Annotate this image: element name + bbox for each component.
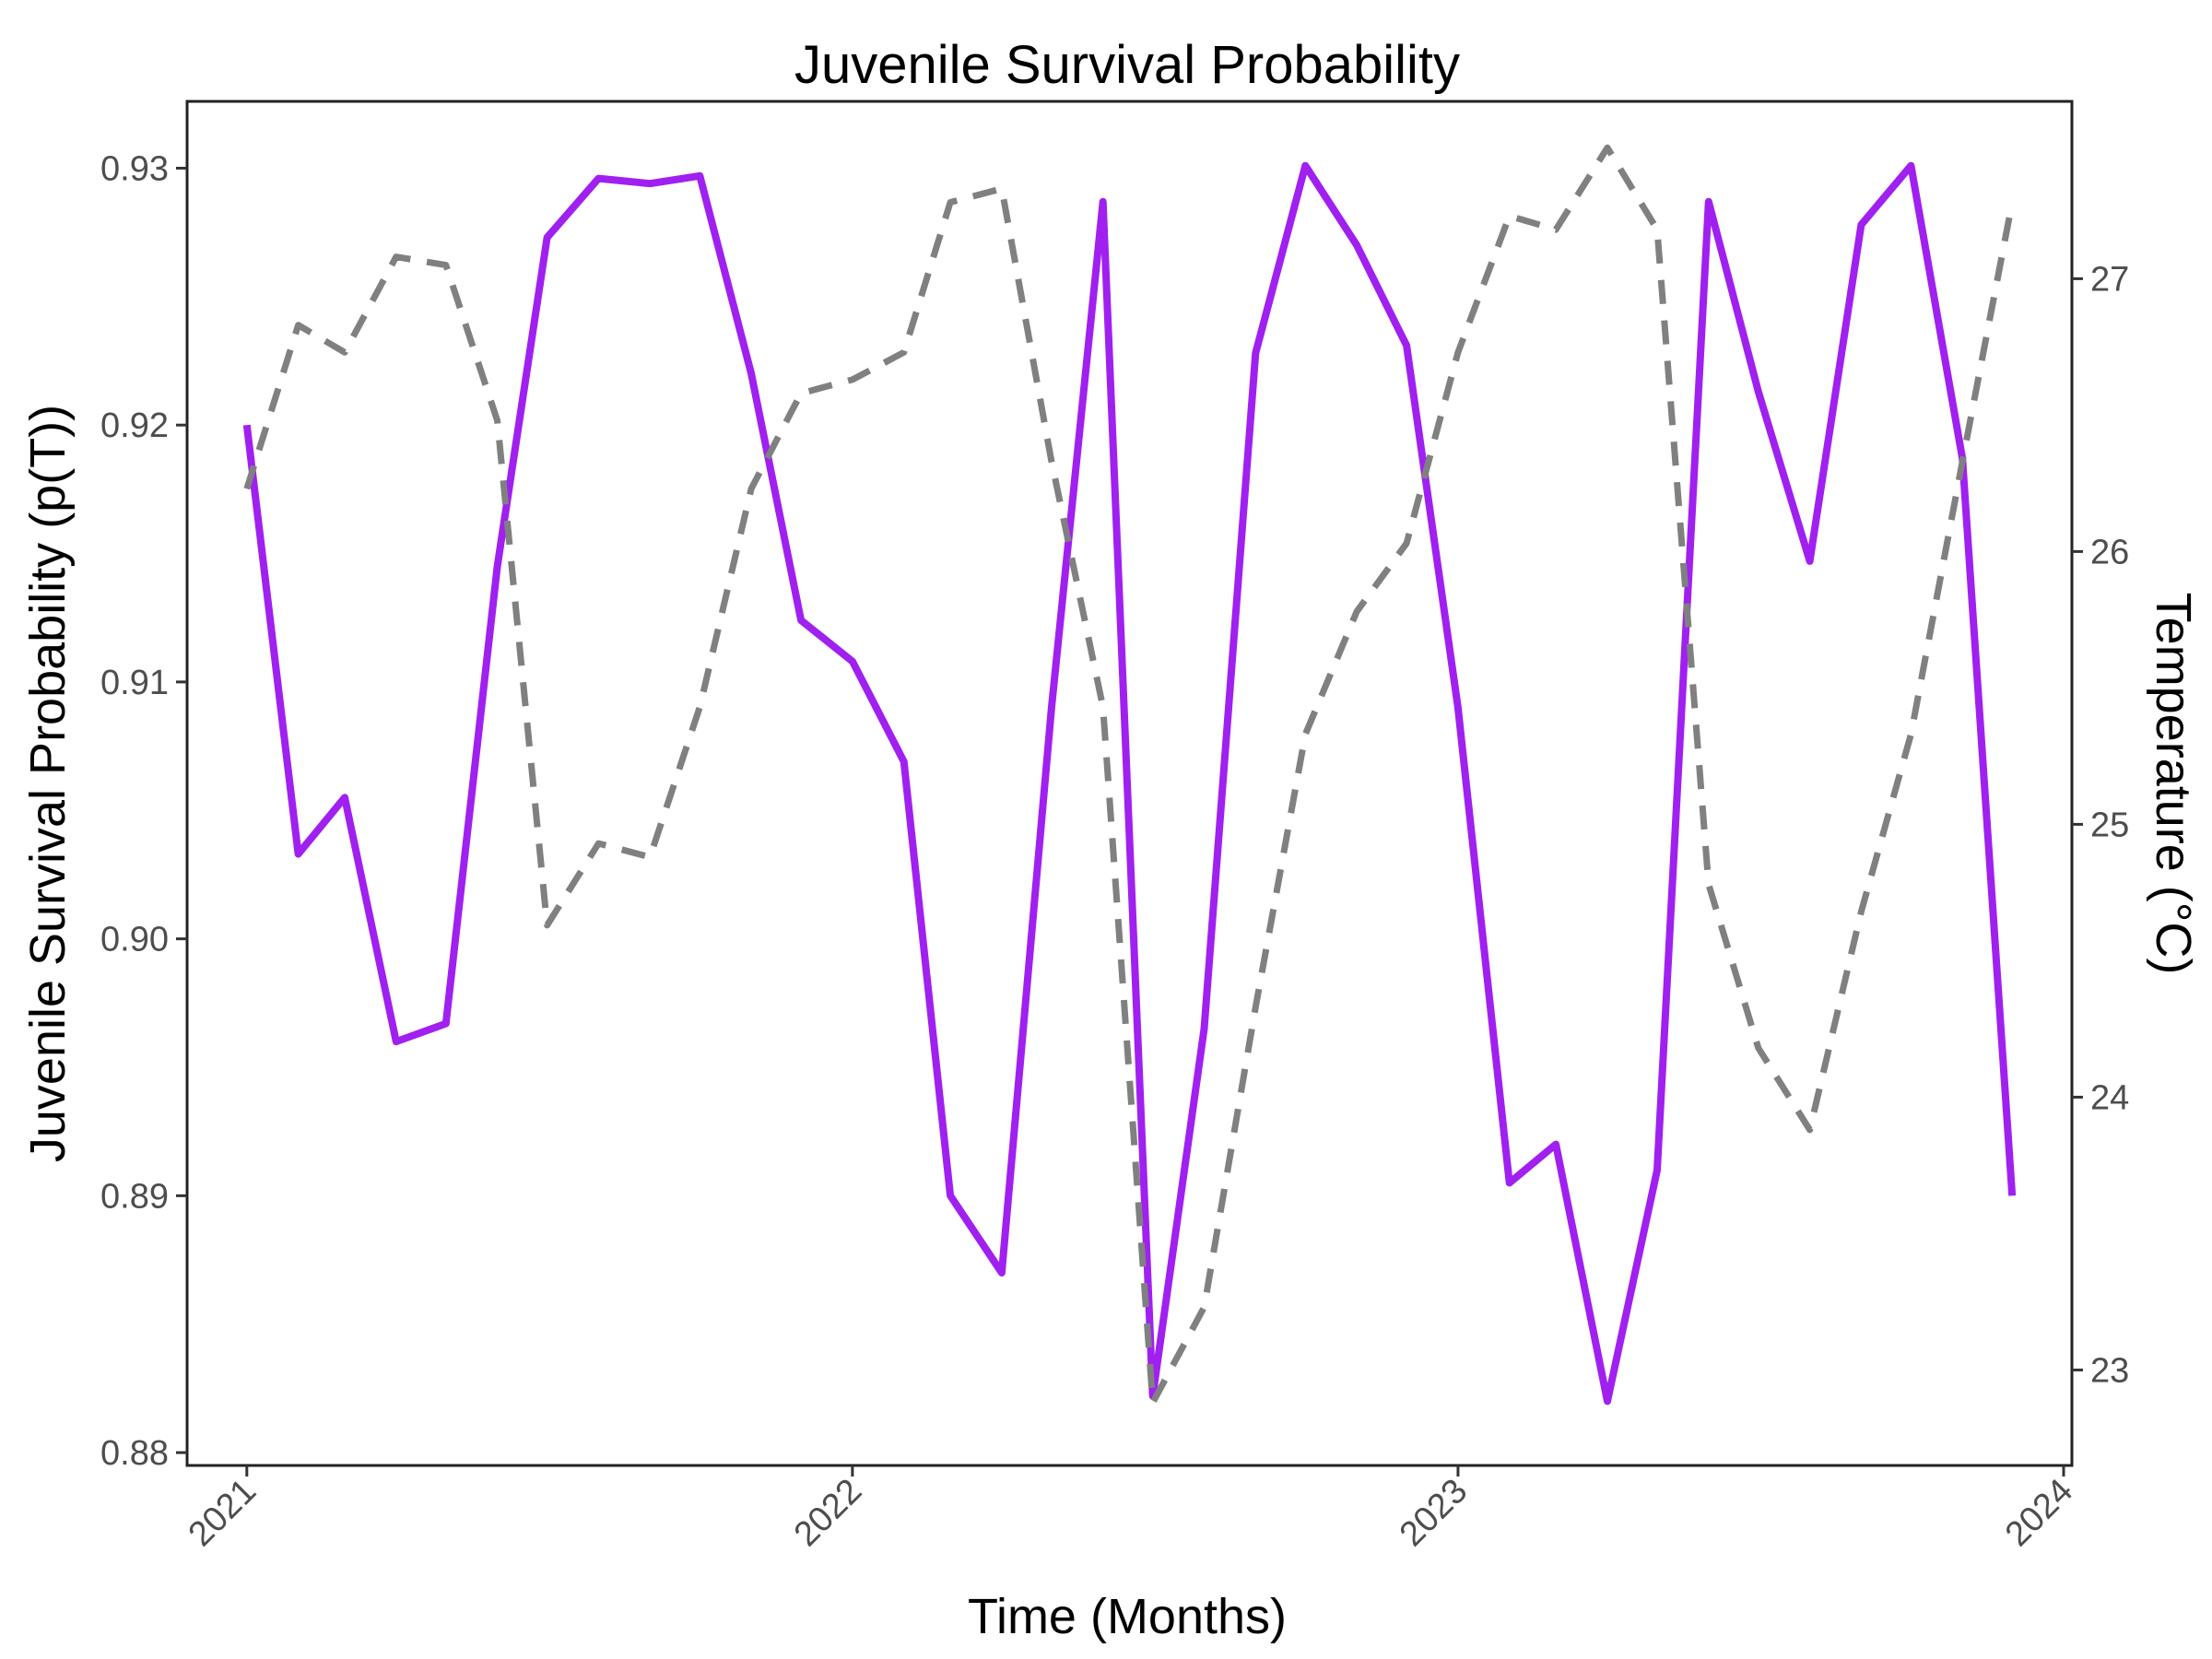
plot-lines — [242, 144, 2017, 1406]
y-right-tick-label: 24 — [2090, 1078, 2129, 1117]
y-tick-label: 0.90 — [100, 921, 169, 959]
y-right-tick-label: 27 — [2090, 260, 2129, 299]
plot-frame — [185, 100, 2074, 1467]
chart-title: Juvenile Survival Probability — [794, 35, 1460, 95]
x-axis-label: Time (Months) — [968, 1589, 1287, 1644]
y-tick-label: 0.91 — [100, 664, 169, 702]
x-axis: 2021 2022 2023 2024 — [182, 1465, 2080, 1554]
x-tick-label: 2024 — [1998, 1472, 2080, 1554]
y-tick-label: 0.89 — [100, 1177, 169, 1216]
y-right-tick-label: 26 — [2090, 533, 2129, 571]
x-tick-label: 2023 — [1393, 1472, 1475, 1554]
y-axis-label: Juvenile Survival Probability (p(T)) — [20, 405, 76, 1162]
x-tick-label: 2022 — [787, 1472, 869, 1554]
y-tick-label: 0.93 — [100, 149, 169, 188]
temperature-line — [243, 144, 2016, 1406]
y-tick-label: 0.88 — [100, 1434, 169, 1473]
y-axis-left: 0.88 0.89 0.90 0.91 0.92 0.93 — [100, 149, 187, 1473]
y-axis-right: 23 24 25 26 27 — [2072, 260, 2129, 1390]
y-axis-right-label: Temperature (°C) — [2146, 593, 2201, 975]
survival-line — [242, 161, 2017, 1406]
y-right-tick-label: 23 — [2090, 1351, 2129, 1390]
y-right-tick-label: 25 — [2090, 806, 2129, 844]
x-tick-label: 2021 — [182, 1472, 264, 1554]
y-tick-label: 0.92 — [100, 406, 169, 445]
